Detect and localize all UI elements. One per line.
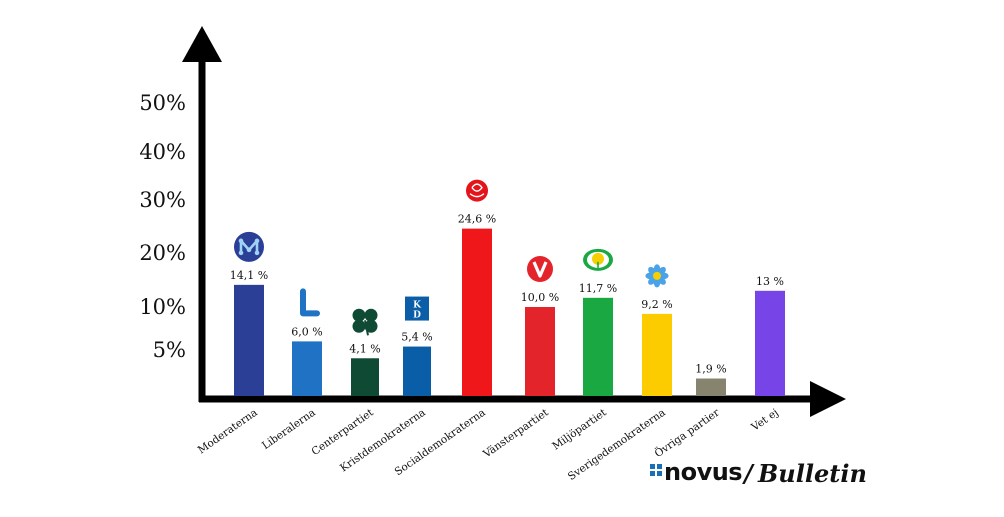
- svg-text:K: K: [413, 301, 422, 311]
- moderaterna-logo-icon: [234, 231, 264, 262]
- bar: [234, 284, 264, 396]
- bar: [642, 313, 672, 396]
- liberalerna-logo-icon: [300, 288, 320, 317]
- miljopartiet-dandelion-icon: [583, 248, 613, 271]
- sverigedemokraterna-flower-icon: [645, 264, 669, 288]
- y-tick-label: 30%: [139, 188, 186, 212]
- brand-separator: /: [742, 459, 755, 488]
- y-tick-label: 40%: [139, 140, 186, 164]
- value-label: 6,0 %: [291, 325, 322, 338]
- y-tick-label: 20%: [139, 241, 186, 265]
- category-label: Miljöpartiet: [550, 406, 609, 452]
- bar: [351, 358, 379, 396]
- bar: [755, 290, 785, 396]
- vansterpartiet-logo-icon: [527, 256, 553, 282]
- category-label: Vänsterpartiet: [480, 406, 551, 461]
- category-label: Liberalerna: [260, 407, 318, 452]
- value-label: 24,6 %: [458, 213, 496, 226]
- bulletin-wordmark: Bulletin: [757, 459, 867, 488]
- category-label: Vet ej: [749, 407, 781, 435]
- bar: [462, 228, 492, 396]
- value-label: 10,0 %: [521, 291, 559, 304]
- y-tick-labels: 5% 10% 20% 30% 40% 50%: [139, 91, 186, 362]
- value-label: 14,1 %: [230, 269, 268, 282]
- kristdemokraterna-logo-icon: KD: [405, 296, 429, 321]
- value-label: 5,4 %: [401, 331, 432, 344]
- party-logos: KD: [234, 179, 669, 336]
- bar: [583, 297, 613, 396]
- brand-logo: novus / Bulletin: [650, 458, 867, 488]
- y-axis-arrow: [182, 26, 222, 62]
- centerpartiet-clover-icon: [352, 308, 378, 336]
- value-labels: 14,1 % 6,0 % 4,1 % 5,4 % 24,6 % 10,0 % 11,7 % 9…: [230, 213, 784, 376]
- value-label: 4,1 %: [349, 342, 380, 355]
- novus-mark-icon: [650, 464, 662, 476]
- novus-wordmark: novus: [664, 458, 742, 486]
- bar: [696, 378, 726, 396]
- svg-text:D: D: [413, 311, 421, 321]
- y-tick-label: 10%: [139, 295, 186, 319]
- bar: [403, 346, 431, 396]
- x-axis-arrow: [810, 381, 846, 417]
- value-label: 11,7 %: [579, 282, 617, 295]
- y-tick-label: 5%: [153, 338, 186, 362]
- bar: [292, 341, 322, 396]
- category-label: Moderaterna: [196, 407, 260, 457]
- value-label: 13 %: [756, 275, 784, 288]
- bar: [525, 307, 555, 396]
- y-tick-label: 50%: [139, 91, 186, 115]
- socialdemokraterna-rose-icon: [466, 179, 488, 202]
- value-label: 9,2 %: [641, 298, 672, 311]
- bars: [234, 228, 785, 396]
- value-label: 1,9 %: [695, 363, 726, 376]
